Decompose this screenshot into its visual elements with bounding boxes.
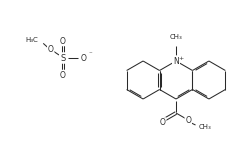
Text: N: N <box>173 57 179 66</box>
Text: O: O <box>185 116 191 125</box>
Text: O: O <box>60 70 66 79</box>
Text: O: O <box>81 53 87 62</box>
Text: O: O <box>48 45 54 54</box>
Text: CH₃: CH₃ <box>170 34 182 40</box>
Text: +: + <box>178 56 184 61</box>
Text: O: O <box>60 37 66 45</box>
Text: S: S <box>60 53 66 62</box>
Text: CH₃: CH₃ <box>198 124 211 130</box>
Text: ⁻: ⁻ <box>88 51 92 57</box>
Text: H₃C: H₃C <box>26 37 39 43</box>
Text: O: O <box>160 118 166 127</box>
